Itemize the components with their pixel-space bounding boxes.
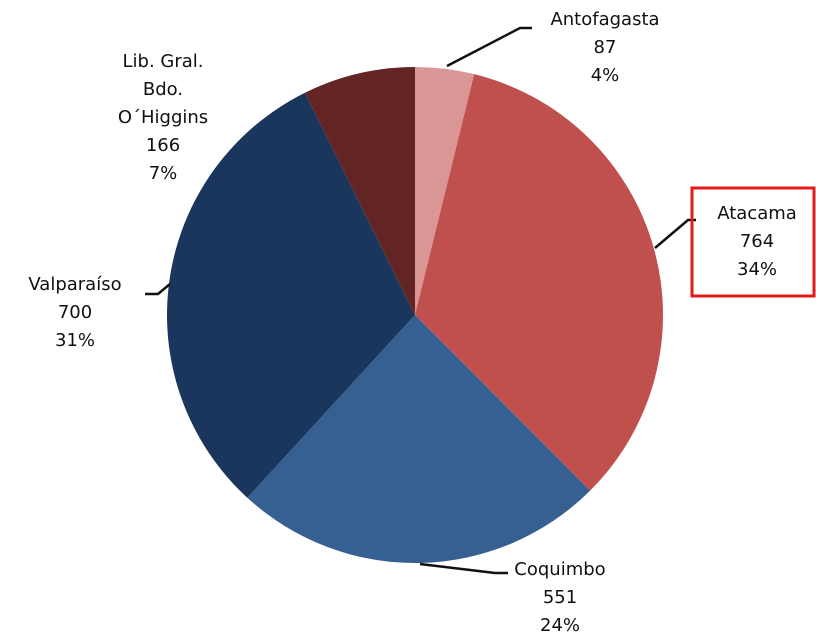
slice-label: Atacama 764 34%: [717, 200, 797, 284]
pie-slice: [304, 67, 415, 315]
category-name: Valparaíso: [28, 274, 122, 295]
category-name: Atacama: [717, 203, 797, 224]
pie-slice: [415, 74, 663, 491]
leader-line: [145, 283, 171, 296]
slice-label: Antofagasta 87 4%: [550, 6, 659, 90]
category-name: Lib. Gral. Bdo. O´Higgins: [117, 51, 209, 128]
slice-label: Lib. Gral. Bdo. O´Higgins 166 7%: [118, 48, 208, 188]
percent-label: 24%: [539, 615, 581, 633]
value-label: 166: [145, 135, 181, 156]
leader-line: [446, 26, 532, 68]
value-label: 700: [57, 302, 93, 323]
value-label: 87: [593, 37, 617, 58]
pie-slice: [247, 315, 591, 563]
value-label: 551: [542, 587, 578, 608]
slices: [167, 67, 663, 563]
slice-label: Coquimbo 551 24%: [514, 556, 605, 633]
pie-slice: [167, 92, 415, 498]
category-name: Coquimbo: [514, 559, 606, 580]
slice-label: Valparaíso 700 31%: [28, 271, 121, 355]
percent-label: 31%: [54, 330, 96, 351]
value-label: 764: [739, 231, 775, 252]
percent-label: 7%: [148, 163, 178, 184]
percent-label: 4%: [590, 65, 620, 86]
leader-line: [419, 562, 508, 575]
highlight-box: [690, 186, 816, 298]
percent-label: 34%: [736, 259, 778, 280]
leader-lines: [145, 26, 696, 575]
leader-line: [654, 218, 696, 249]
category-name: Antofagasta: [550, 9, 660, 30]
pie-slice: [415, 67, 475, 315]
